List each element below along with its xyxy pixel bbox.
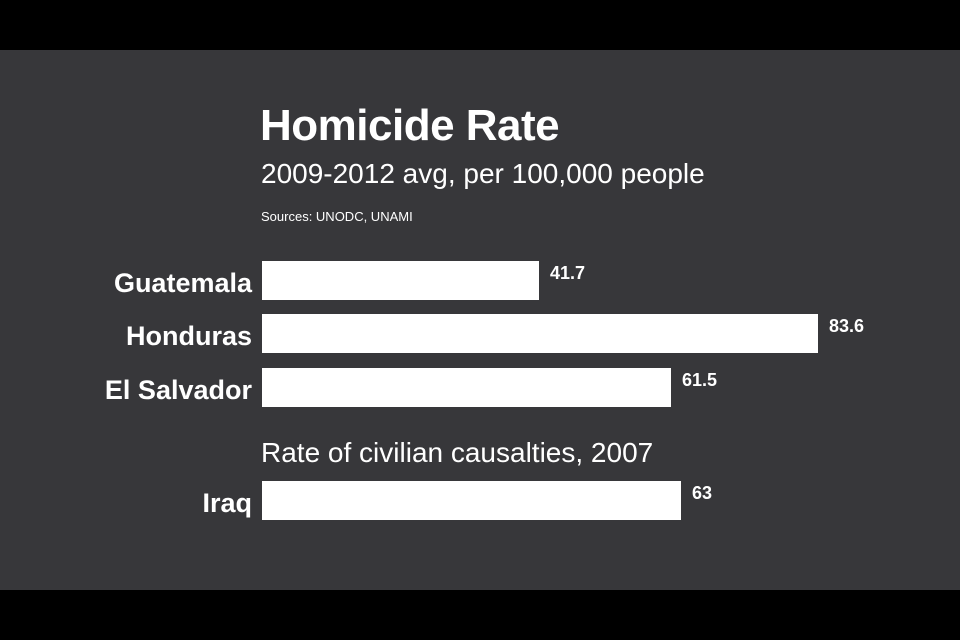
category-label-honduras: Honduras: [126, 321, 252, 351]
chart-marks: Guatemala 41.7 Honduras 83.6 El Salvador 61.5…: [105, 261, 864, 520]
chart-panel: Homicide Rate 2009-2012 avg, per 100,000…: [0, 50, 960, 590]
bar-guatemala: [262, 261, 539, 300]
value-label-el-salvador: 61.5: [682, 370, 717, 390]
bar-el-salvador: [262, 368, 671, 407]
value-label-honduras: 83.6: [829, 316, 864, 336]
bar-iraq: [262, 481, 681, 520]
category-label-guatemala: Guatemala: [114, 268, 253, 298]
category-label-el-salvador: El Salvador: [105, 375, 253, 405]
bar-honduras: [262, 314, 818, 353]
category-label-iraq: Iraq: [202, 488, 252, 518]
value-label-guatemala: 41.7: [550, 263, 585, 283]
chart-svg: Homicide Rate 2009-2012 avg, per 100,000…: [105, 101, 864, 520]
chart-source: Sources: UNODC, UNAMI: [261, 209, 413, 224]
section-label: Rate of civilian causalties, 2007: [261, 437, 653, 468]
chart-title: Homicide Rate: [260, 101, 559, 150]
value-label-iraq: 63: [692, 483, 712, 503]
chart-subtitle: 2009-2012 avg, per 100,000 people: [261, 158, 705, 189]
